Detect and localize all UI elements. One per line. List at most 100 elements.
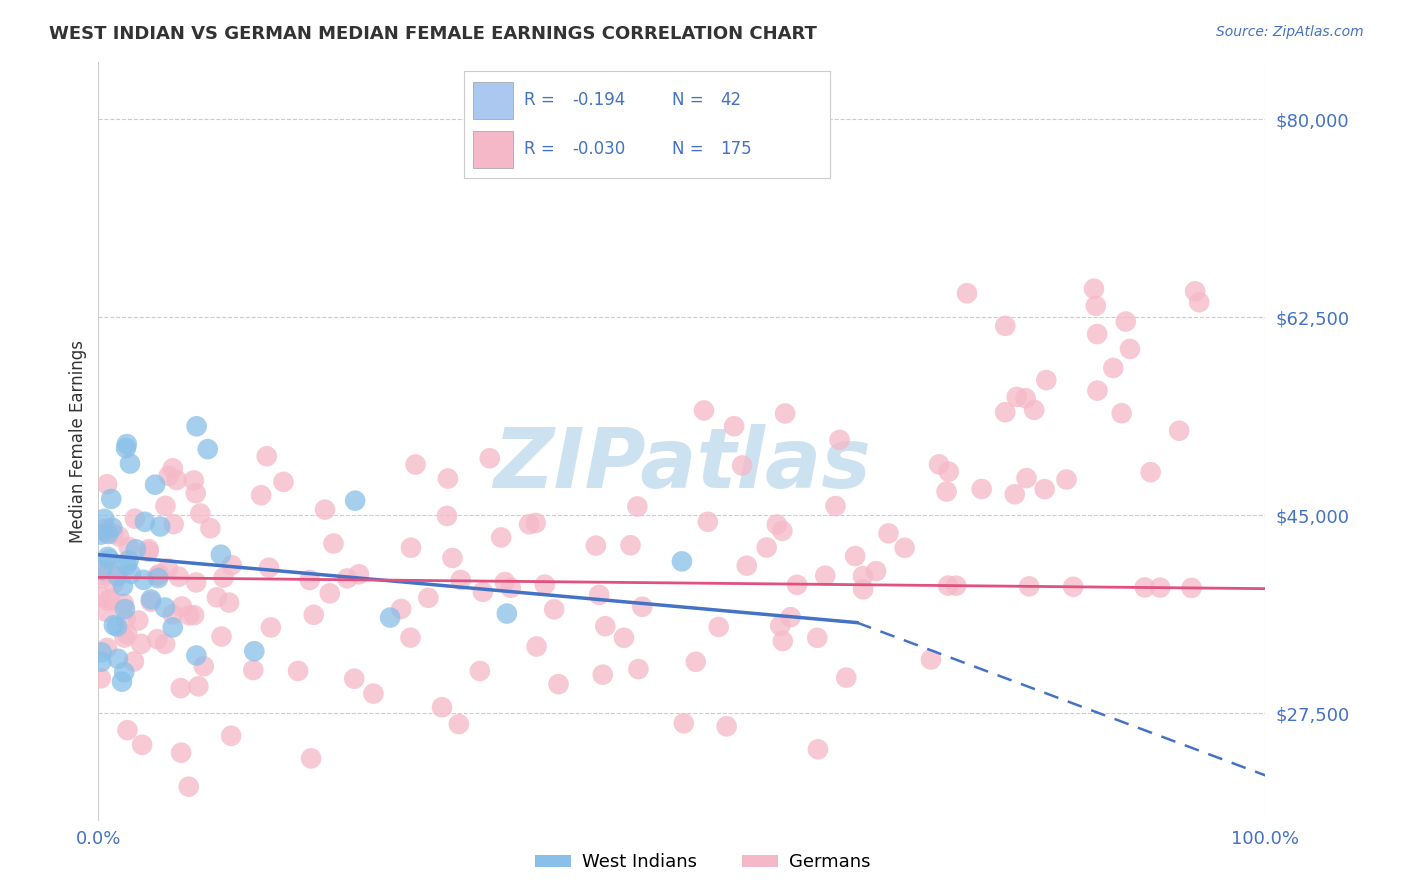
FancyBboxPatch shape (472, 131, 513, 169)
Germans (627, 662, 650, 676)
Germans (585, 539, 607, 553)
Germans (765, 517, 787, 532)
Germans (256, 449, 278, 463)
Germans (146, 568, 169, 582)
Germans (90, 671, 112, 685)
West Indians (380, 610, 402, 624)
Germans (103, 576, 125, 591)
FancyBboxPatch shape (472, 81, 513, 119)
Germans (139, 595, 162, 609)
Germans (773, 407, 796, 421)
Germans (1168, 424, 1191, 438)
Germans (1062, 580, 1084, 594)
West Indians (111, 579, 134, 593)
Germans (98, 591, 121, 606)
West Indians (243, 644, 266, 658)
Germans (302, 607, 325, 622)
Germans (193, 659, 215, 673)
Germans (938, 465, 960, 479)
Germans (543, 602, 565, 616)
Germans (418, 591, 440, 605)
Germans (148, 567, 170, 582)
Germans (100, 564, 122, 578)
Germans (287, 664, 309, 678)
Germans (184, 575, 207, 590)
Germans (970, 482, 993, 496)
Germans (183, 608, 205, 623)
Germans (1014, 391, 1036, 405)
Germans (90, 524, 112, 538)
Germans (179, 608, 201, 623)
Y-axis label: Median Female Earnings: Median Female Earnings (69, 340, 87, 543)
Germans (94, 564, 117, 578)
Germans (723, 419, 745, 434)
Text: ZIPatlas: ZIPatlas (494, 424, 870, 505)
Germans (1005, 390, 1028, 404)
Germans (526, 640, 548, 654)
Germans (170, 599, 193, 614)
West Indians (103, 618, 125, 632)
West Indians (97, 527, 120, 541)
Germans (163, 517, 186, 532)
Germans (471, 585, 494, 599)
West Indians (186, 648, 208, 663)
Germans (117, 540, 139, 554)
Germans (1084, 299, 1107, 313)
Germans (893, 541, 915, 555)
West Indians (107, 569, 129, 583)
Germans (877, 526, 900, 541)
Germans (613, 631, 636, 645)
West Indians (97, 549, 120, 564)
West Indians (115, 437, 138, 451)
West Indians (90, 563, 112, 577)
West Indians (105, 619, 128, 633)
Germans (1102, 361, 1125, 376)
Germans (468, 664, 491, 678)
West Indians (125, 542, 148, 557)
Germans (835, 671, 858, 685)
Germans (250, 488, 273, 502)
Germans (685, 655, 707, 669)
Germans (200, 521, 222, 535)
Germans (779, 610, 801, 624)
Germans (844, 549, 866, 563)
West Indians (112, 665, 135, 680)
Text: -0.030: -0.030 (572, 141, 626, 159)
Germans (96, 640, 118, 655)
Germans (97, 594, 120, 608)
Germans (928, 458, 950, 472)
Germans (595, 619, 617, 633)
West Indians (90, 527, 112, 541)
Germans (221, 558, 243, 573)
Germans (188, 507, 211, 521)
Germans (631, 599, 654, 614)
Germans (1188, 295, 1211, 310)
Germans (399, 541, 422, 555)
Germans (242, 663, 264, 677)
Germans (450, 573, 472, 587)
Germans (103, 526, 125, 541)
Germans (824, 499, 846, 513)
West Indians (90, 655, 112, 669)
Germans (212, 571, 235, 585)
Germans (299, 751, 322, 765)
West Indians (149, 519, 172, 533)
West Indians (115, 558, 138, 573)
Germans (1119, 342, 1142, 356)
Germans (131, 738, 153, 752)
Germans (852, 582, 875, 597)
Germans (167, 570, 190, 584)
Germans (94, 521, 117, 535)
West Indians (197, 442, 219, 457)
West Indians (186, 419, 208, 434)
Germans (1180, 581, 1202, 595)
Germans (90, 590, 112, 604)
West Indians (162, 620, 184, 634)
Germans (430, 700, 453, 714)
Germans (494, 575, 516, 590)
West Indians (111, 674, 134, 689)
Germans (499, 581, 522, 595)
Germans (945, 579, 967, 593)
Germans (273, 475, 295, 489)
Germans (257, 560, 280, 574)
